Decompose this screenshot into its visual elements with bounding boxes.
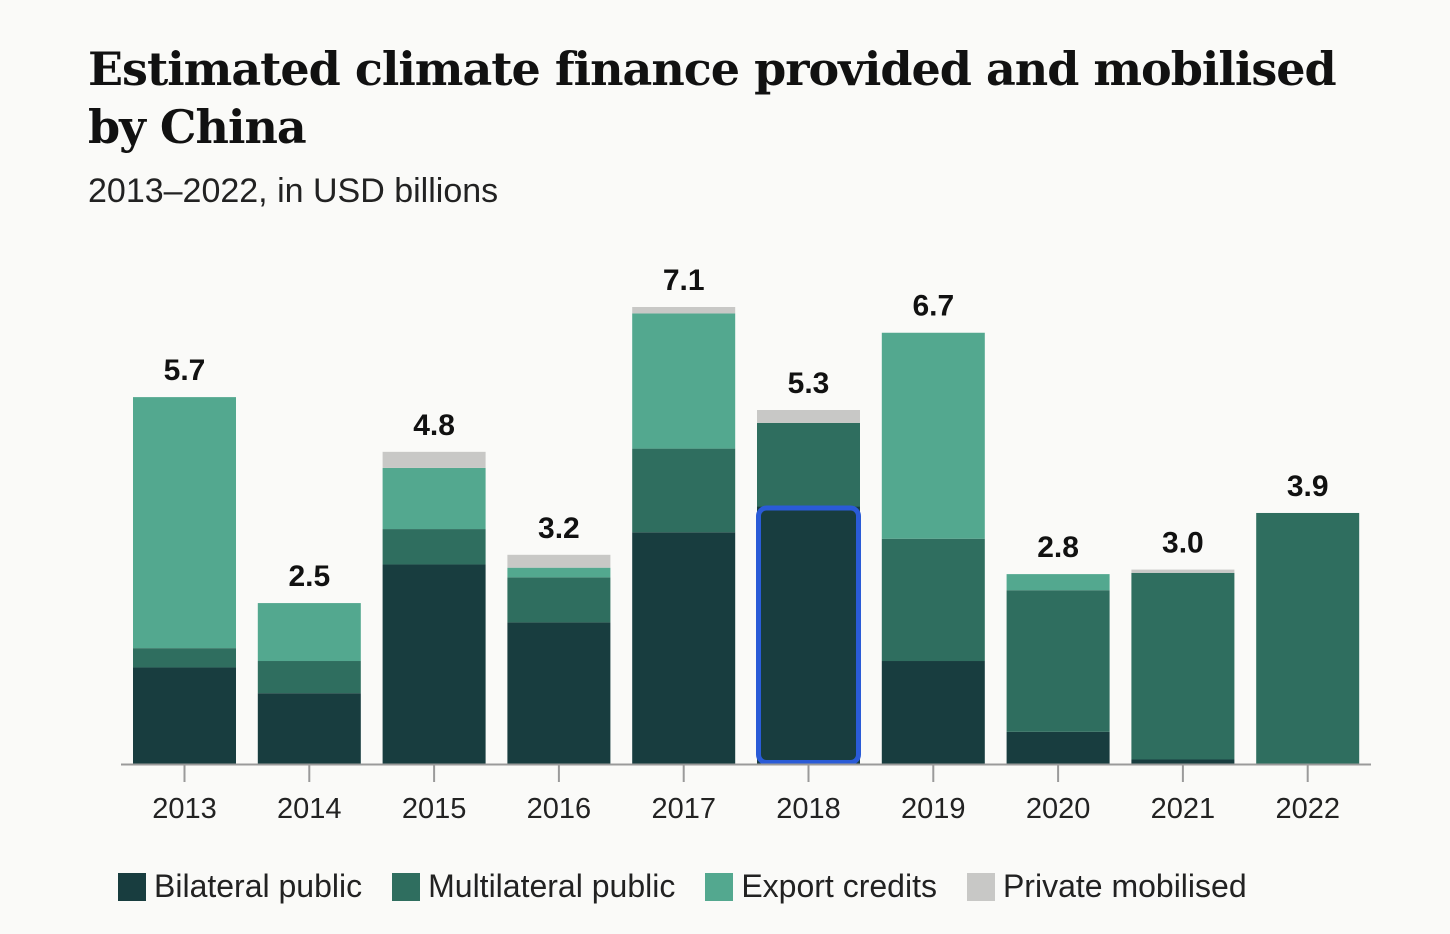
x-tick-label-2018: 2018 bbox=[776, 793, 841, 825]
bar-segment-2022-multilateral-public bbox=[1256, 512, 1360, 764]
bar-segment-2013-export-credits bbox=[133, 397, 236, 649]
bar-segment-2014-bilateral-public bbox=[257, 693, 361, 764]
total-label-2013: 5.7 bbox=[164, 354, 206, 387]
legend-label: Bilateral public bbox=[154, 868, 363, 904]
x-tick-label-2017: 2017 bbox=[651, 793, 716, 825]
bar-segment-2021-multilateral-public bbox=[1131, 572, 1235, 760]
bar-segment-2013-bilateral-public bbox=[133, 667, 236, 764]
legend-item-export-credits: Export credits bbox=[705, 868, 937, 905]
chart-legend: Bilateral public Multilateral public Expor… bbox=[118, 868, 1247, 905]
x-tick-label-2020: 2020 bbox=[1026, 793, 1091, 825]
bar-segment-2020-multilateral-public bbox=[1006, 590, 1110, 732]
total-label-2015: 4.8 bbox=[413, 409, 455, 442]
bar-segment-2013-multilateral-public bbox=[133, 648, 236, 668]
bar-segment-2017-multilateral-public bbox=[632, 448, 736, 533]
x-tick-label-2016: 2016 bbox=[527, 793, 592, 825]
bar-segment-2020-bilateral-public bbox=[1006, 731, 1110, 764]
total-label-2020: 2.8 bbox=[1037, 531, 1079, 564]
legend-item-bilateral-public: Bilateral public bbox=[118, 868, 362, 905]
bar-segment-2016-multilateral-public bbox=[507, 577, 611, 623]
total-label-2019: 6.7 bbox=[912, 290, 954, 323]
bar-segment-2018-multilateral-public bbox=[757, 422, 860, 507]
legend-item-private-mobilised: Private mobilised bbox=[966, 868, 1247, 905]
highlight-outline bbox=[756, 505, 861, 765]
x-tick-label-2014: 2014 bbox=[277, 793, 342, 825]
legend-swatch bbox=[966, 872, 995, 901]
bar-segment-2017-private-mobilised bbox=[632, 307, 736, 314]
bar-segment-2014-multilateral-public bbox=[257, 661, 361, 694]
total-label-2022: 3.9 bbox=[1287, 470, 1329, 503]
bar-segment-2018-private-mobilised bbox=[757, 409, 860, 423]
chart-title: Estimated climate finance provided and m… bbox=[88, 42, 1337, 154]
stacked-bar-chart: 5.7 2013 2.5 2014 4.8 2015 3.2 2016 7.1 2017 5.3 20… bbox=[121, 264, 1371, 825]
total-label-2017: 7.1 bbox=[663, 264, 705, 297]
legend-swatch bbox=[118, 872, 146, 901]
x-tick-label-2021: 2021 bbox=[1151, 793, 1216, 825]
bar-segment-2016-private-mobilised bbox=[507, 554, 611, 568]
total-label-2014: 2.5 bbox=[288, 560, 330, 593]
chart-subtitle: 2013–2022, in USD billions bbox=[88, 172, 499, 210]
legend-swatch bbox=[392, 872, 421, 901]
bar-segment-2021-private-mobilised bbox=[1131, 569, 1235, 573]
x-tick-label-2022: 2022 bbox=[1275, 793, 1340, 825]
legend-label: Export credits bbox=[741, 868, 937, 904]
total-label-2021: 3.0 bbox=[1162, 527, 1204, 560]
x-tick-label-2013: 2013 bbox=[152, 793, 217, 825]
bar-segment-2015-private-mobilised bbox=[382, 451, 486, 468]
bar-segment-2019-bilateral-public bbox=[881, 661, 985, 764]
legend-label: Private mobilised bbox=[1002, 868, 1247, 904]
legend-swatch bbox=[705, 872, 734, 901]
bar-segment-2015-bilateral-public bbox=[382, 564, 486, 764]
total-label-2018: 5.3 bbox=[788, 367, 830, 400]
bar-segment-2015-export-credits bbox=[382, 467, 486, 530]
bar-segment-2021-bilateral-public bbox=[1131, 759, 1235, 764]
bar-segment-2019-export-credits bbox=[881, 332, 985, 539]
legend-label: Multilateral public bbox=[428, 868, 676, 904]
bar-segment-2016-export-credits bbox=[507, 567, 611, 578]
bar-segment-2014-export-credits bbox=[257, 603, 361, 662]
bar-segment-2015-multilateral-public bbox=[382, 529, 486, 565]
bar-segment-2017-bilateral-public bbox=[632, 532, 736, 764]
x-tick-label-2019: 2019 bbox=[901, 793, 966, 825]
total-label-2016: 3.2 bbox=[538, 512, 580, 545]
legend-item-multilateral-public: Multilateral public bbox=[392, 868, 675, 905]
bar-segment-2019-multilateral-public bbox=[881, 538, 985, 662]
bar-segment-2016-bilateral-public bbox=[507, 622, 611, 764]
x-tick-label-2015: 2015 bbox=[402, 793, 467, 825]
bar-segment-2020-export-credits bbox=[1006, 574, 1110, 591]
bar-segment-2018-bilateral-public bbox=[757, 506, 860, 764]
bar-segment-2017-export-credits bbox=[632, 313, 736, 449]
